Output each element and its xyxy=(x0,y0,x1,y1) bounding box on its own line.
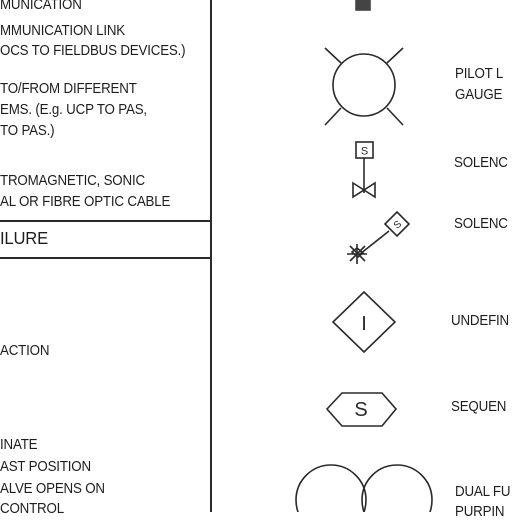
undefined-diamond-symbol xyxy=(331,290,397,354)
pilot-label: PILOT L xyxy=(455,66,504,82)
dual-label: DUAL FU xyxy=(455,484,511,500)
section-header: ILURE xyxy=(0,228,49,248)
solenoid-valve-angled-symbol xyxy=(347,210,411,264)
sequence-hexagon-letter: S xyxy=(354,399,367,421)
text-line: TO/FROM DIFFERENT xyxy=(0,81,137,97)
solenoid-label: SOLENC xyxy=(454,155,508,171)
section-divider-bottom xyxy=(0,257,211,259)
solenoid-valve-symbol xyxy=(352,141,376,199)
text-line: AST POSITION xyxy=(0,459,91,475)
text-line: TROMAGNETIC, SONIC xyxy=(0,173,145,189)
text-line: ALVE OPENS ON xyxy=(0,481,105,497)
left-column-right-border xyxy=(210,0,212,512)
text-line: AL OR FIBRE OPTIC CABLE xyxy=(0,194,171,210)
pilot-label: GAUGE xyxy=(455,87,503,103)
text-line: MUNICATION xyxy=(0,0,82,13)
text-line: OCS TO FIELDBUS DEVICES.) xyxy=(0,43,186,59)
section-divider-top xyxy=(0,220,211,222)
text-line: EMS. (E.g. UCP TO PAS, xyxy=(0,102,147,118)
solenoid-box-letter: S xyxy=(361,146,368,158)
action-label: ACTION xyxy=(0,343,50,359)
sequence-label: SEQUEN xyxy=(451,399,507,415)
dual-label: PURPIN xyxy=(455,504,505,520)
text-line: INATE xyxy=(0,437,38,453)
filled-square-symbol xyxy=(355,0,371,11)
undefined-diamond-letter: I xyxy=(361,313,367,335)
dual-function-symbol xyxy=(295,464,433,512)
pilot-light-symbol xyxy=(324,47,404,126)
solenoid-label: SOLENC xyxy=(454,216,508,232)
text-line: MMUNICATION LINK xyxy=(0,23,126,39)
undefined-label: UNDEFIN xyxy=(451,313,510,329)
sequence-hexagon-symbol xyxy=(325,392,398,427)
text-line: TO PAS.) xyxy=(0,123,55,139)
